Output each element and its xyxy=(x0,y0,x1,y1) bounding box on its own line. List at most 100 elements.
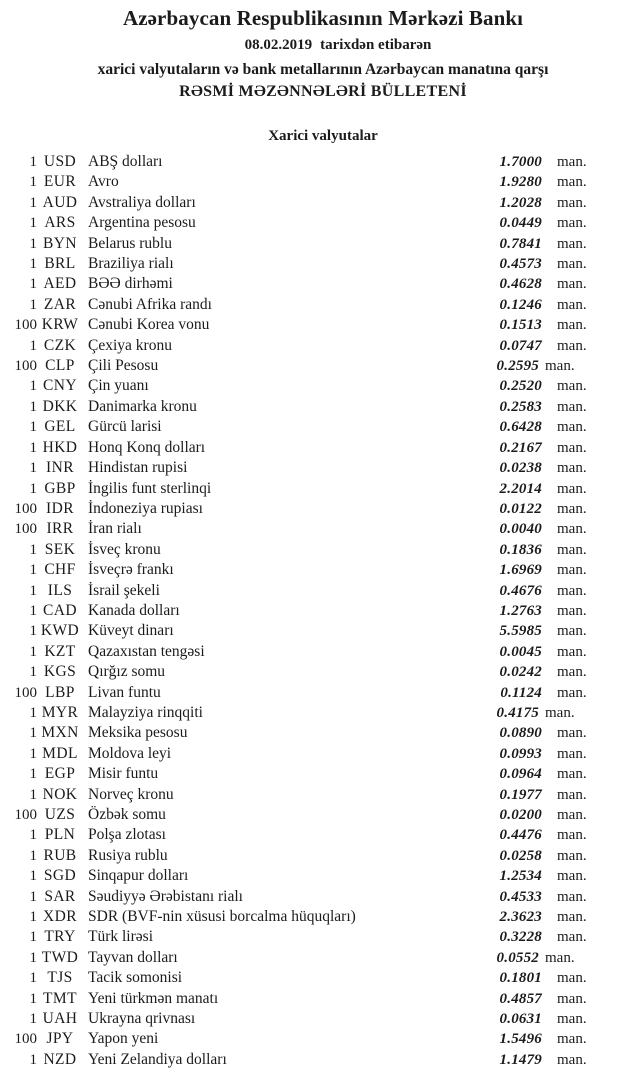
exchange-rate: 0.1801 xyxy=(499,970,542,987)
table-row: 1 TJS Tacik somonisi 0.1801 man. xyxy=(0,969,620,989)
table-row: 1 DKK Danimarka kronu 0.2583 man. xyxy=(0,398,620,418)
currency-unit: man. xyxy=(557,378,587,395)
table-row: 1 ILS İsrail şekeli 0.4676 man. xyxy=(0,582,620,602)
currency-unit: man. xyxy=(557,970,587,987)
currency-quantity: 1 xyxy=(29,909,38,926)
currency-name: Qazaxıstan tengəsi xyxy=(88,642,205,660)
currency-unit: man. xyxy=(545,358,575,375)
table-row: 1 AUD Avstraliya dolları 1.2028 man. xyxy=(0,194,620,214)
currency-name: İsveç kronu xyxy=(88,540,161,558)
currency-code: BYN xyxy=(43,234,77,252)
exchange-rate: 0.0045 xyxy=(499,643,542,660)
exchange-rate: 1.2028 xyxy=(499,194,542,211)
exchange-rate: 0.0238 xyxy=(499,460,542,477)
currency-quantity: 100 xyxy=(14,684,38,701)
exchange-rate: 0.0200 xyxy=(499,807,542,823)
currency-unit: man. xyxy=(557,256,587,273)
currency-unit: man. xyxy=(557,296,587,313)
exchange-rate: 0.0747 xyxy=(499,337,542,354)
exchange-rate: 0.2520 xyxy=(499,378,542,395)
currency-name: Malayziya rinqqiti xyxy=(88,703,203,721)
currency-quantity: 1 xyxy=(29,602,38,619)
exchange-rate: 1.2534 xyxy=(499,868,542,885)
currency-quantity: 1 xyxy=(29,990,38,1007)
currency-quantity: 1 xyxy=(29,256,38,273)
currency-quantity: 1 xyxy=(29,929,38,946)
currency-unit: man. xyxy=(557,562,587,579)
exchange-rate: 0.0964 xyxy=(499,766,542,783)
currency-code: ILS xyxy=(47,581,73,599)
currency-quantity: 1 xyxy=(29,970,38,987)
exchange-rate: 0.0242 xyxy=(499,664,542,681)
currency-code: CLP xyxy=(45,357,75,375)
table-row: 1 TWD Tayvan dolları 0.0552 man. xyxy=(0,949,620,969)
currency-code: TWD xyxy=(41,948,79,966)
currency-name: Honq Konq dolları xyxy=(88,438,206,456)
currency-quantity: 1 xyxy=(29,154,38,170)
table-row: 1 SAR Səudiyyə Ərəbistanı rialı 0.4533 m… xyxy=(0,888,620,908)
currency-unit: man. xyxy=(557,154,587,170)
table-row: 100 IDR İndoneziya rupiası 0.0122 man. xyxy=(0,500,620,520)
currency-code: IRR xyxy=(46,520,74,538)
currency-unit: man. xyxy=(557,847,587,864)
exchange-rate: 0.4533 xyxy=(499,888,542,905)
table-row: 1 PLN Polşa zlotası 0.4476 man. xyxy=(0,826,620,846)
table-row: 1 NOK Norveç kronu 0.1977 man. xyxy=(0,786,620,806)
table-row: 1 NZD Yeni Zelandiya dolları 1.1479 man. xyxy=(0,1051,620,1071)
currency-quantity: 100 xyxy=(14,317,38,334)
currency-code: MDL xyxy=(42,744,78,762)
currency-unit: man. xyxy=(557,909,587,926)
currency-quantity: 1 xyxy=(29,235,38,252)
currency-name: Çin yuanı xyxy=(88,377,149,395)
currency-code: INR xyxy=(46,459,74,477)
currency-name: Qırğız somu xyxy=(88,663,166,681)
currency-name: Küveyt dinarı xyxy=(88,622,174,640)
currency-quantity: 1 xyxy=(29,276,38,293)
currency-unit: man. xyxy=(545,949,575,966)
currency-unit: man. xyxy=(557,337,587,354)
currency-quantity: 1 xyxy=(29,194,38,211)
currency-quantity: 100 xyxy=(14,521,38,538)
currency-name: Sinqapur dolları xyxy=(88,867,189,885)
currency-name: İndoneziya rupiası xyxy=(88,499,203,517)
currency-unit: man. xyxy=(557,725,587,742)
currency-name: Argentina pesosu xyxy=(88,214,196,232)
table-row: 1 BRL Braziliya rialı 0.4573 man. xyxy=(0,255,620,275)
exchange-rate: 1.6969 xyxy=(499,562,542,579)
exchange-rate: 0.0631 xyxy=(499,1011,542,1028)
currency-code: IDR xyxy=(46,499,74,517)
currency-unit: man. xyxy=(557,215,587,232)
currency-code: KZT xyxy=(44,642,76,660)
currency-name: Səudiyyə Ərəbistanı rialı xyxy=(88,887,243,905)
currency-name: Avstraliya dolları xyxy=(88,193,196,211)
currency-quantity: 1 xyxy=(29,888,38,905)
currency-name: Cənubi Korea vonu xyxy=(88,316,210,334)
exchange-rate: 5.5985 xyxy=(499,623,542,640)
exchange-rate: 0.1836 xyxy=(499,541,542,558)
currency-quantity: 1 xyxy=(29,1051,38,1068)
exchange-rate: 0.6428 xyxy=(499,419,542,436)
currency-name: Çexiya kronu xyxy=(88,336,172,354)
currency-unit: man. xyxy=(557,439,587,456)
currency-name: Danimarka kronu xyxy=(88,397,197,415)
table-row: 1 ARS Argentina pesosu 0.0449 man. xyxy=(0,214,620,234)
table-row: 1 SGD Sinqapur dolları 1.2534 man. xyxy=(0,867,620,887)
currency-unit: man. xyxy=(557,766,587,783)
currency-name: Yapon yeni xyxy=(88,1030,159,1048)
exchange-rate: 1.9280 xyxy=(499,174,542,191)
currency-name: Moldova leyi xyxy=(88,744,172,762)
currency-name: Belarus rublu xyxy=(88,234,172,252)
currency-code: HKD xyxy=(42,438,78,456)
currency-code: AUD xyxy=(42,193,78,211)
currency-unit: man. xyxy=(557,480,587,497)
currency-name: Yeni türkmən manatı xyxy=(88,989,219,1007)
currency-name: Tacik somonisi xyxy=(88,969,183,987)
effective-date: 08.02.2019 xyxy=(244,37,313,53)
table-row: 1 INR Hindistan rupisi 0.0238 man. xyxy=(0,459,620,479)
currency-unit: man. xyxy=(557,807,587,823)
currency-quantity: 1 xyxy=(29,725,38,742)
table-row: 1 CHF İsveçrə frankı 1.6969 man. xyxy=(0,561,620,581)
currency-name: İsveçrə frankı xyxy=(88,561,174,579)
currency-code: BRL xyxy=(44,255,76,273)
currency-code: ARS xyxy=(44,214,76,232)
